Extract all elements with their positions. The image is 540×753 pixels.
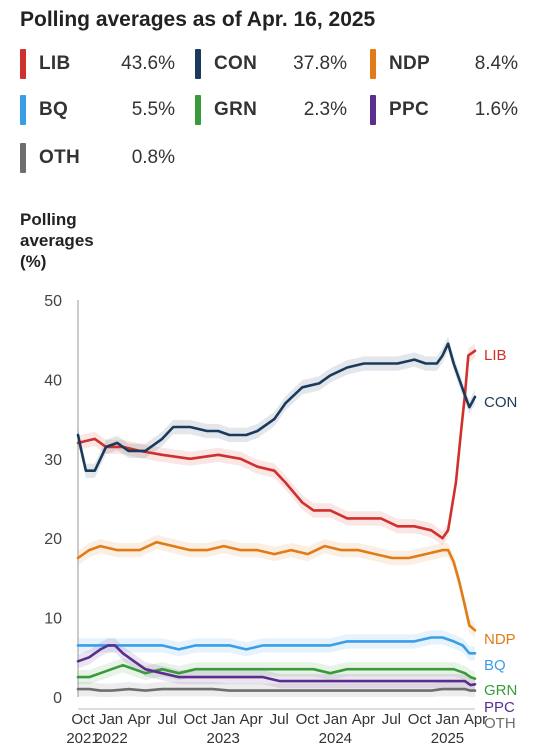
series-line-grn <box>76 663 477 680</box>
series-line-oth <box>76 687 477 692</box>
x-tick-label: Jul <box>270 711 289 728</box>
series-end-label-ppc: PPC <box>484 699 515 716</box>
x-tick-label: Oct <box>408 711 432 728</box>
series-band-con <box>78 336 475 478</box>
series-end-label-ndp: NDP <box>484 631 516 648</box>
y-tick-label: 50 <box>44 293 62 310</box>
legend-item-oth: OTH 0.8% <box>20 143 175 175</box>
x-tick-year-label: 2023 <box>206 730 239 747</box>
x-tick-label: Jan <box>323 711 347 728</box>
legend-party-code: NDP <box>389 53 431 74</box>
y-tick-label: 30 <box>44 452 62 469</box>
series-end-label-lib: LIB <box>484 347 507 364</box>
legend-party-value: 2.3% <box>303 99 347 120</box>
series-line-ppc <box>76 644 477 687</box>
x-tick-label: Jul <box>382 711 401 728</box>
x-tick-year-label: 2022 <box>94 730 127 747</box>
legend-swatch <box>370 95 376 125</box>
legend-swatch <box>20 95 26 125</box>
x-tick-label: Apr <box>352 711 375 728</box>
legend-party-code: OTH <box>39 147 81 168</box>
x-tick-label: Apr <box>127 711 150 728</box>
series-line-bq <box>76 636 477 655</box>
x-tick-label: Jan <box>435 711 459 728</box>
x-tick-year-label: 2025 <box>431 730 464 747</box>
legend-party-code: LIB <box>39 53 71 74</box>
legend-item-ndp: NDP 8.4% <box>370 49 518 81</box>
series-band-grn <box>78 658 475 686</box>
x-tick-year-label: 2024 <box>319 730 352 747</box>
legend-item-bq: BQ 5.5% <box>20 95 175 127</box>
x-tick-label: Oct <box>183 711 207 728</box>
legend-party-value: 0.8% <box>131 147 175 168</box>
y-tick-label: 10 <box>44 611 62 628</box>
legend-party-value: 43.6% <box>121 53 175 74</box>
y-tick-label: 40 <box>44 372 62 389</box>
y-tick-label: 20 <box>44 531 62 548</box>
legend-swatch <box>20 143 26 173</box>
legend-item-ppc: PPC 1.6% <box>370 95 518 127</box>
x-tick-label: Apr <box>464 711 487 728</box>
series-line-ndp <box>76 540 477 632</box>
chart-title: Polling averages as of Apr. 16, 2025 <box>20 8 376 31</box>
x-tick-label: Apr <box>240 711 263 728</box>
legend-party-code: BQ <box>39 99 69 120</box>
legend-swatch <box>20 49 26 79</box>
legend-party-value: 5.5% <box>131 99 175 120</box>
legend-item-grn: GRN 2.3% <box>195 95 347 127</box>
series-line-lib <box>76 349 477 540</box>
legend-party-code: GRN <box>214 99 258 120</box>
series-band-ndp <box>78 535 475 638</box>
series-band-ppc <box>78 638 475 693</box>
legend-swatch <box>370 49 376 79</box>
legend-party-code: CON <box>214 53 258 74</box>
legend-item-lib: LIB 43.6% <box>20 49 175 81</box>
x-tick-label: Jul <box>158 711 177 728</box>
series-end-label-bq: BQ <box>484 657 506 674</box>
x-tick-year-label: 2021 <box>66 730 99 747</box>
legend-swatch <box>195 95 201 125</box>
legend-item-con: CON 37.8% <box>195 49 347 81</box>
series-end-label-con: CON <box>484 394 517 411</box>
legend-party-code: PPC <box>389 99 429 120</box>
series-end-label-grn: GRN <box>484 682 517 699</box>
series-end-label-oth: OTH <box>484 715 516 732</box>
x-tick-label: Jan <box>99 711 123 728</box>
y-axis-label: Polling averages (%) <box>20 209 120 272</box>
legend-party-value: 8.4% <box>474 53 518 74</box>
x-tick-label: Oct <box>296 711 320 728</box>
y-axis-label-text: Polling averages (%) <box>20 210 94 271</box>
x-tick-label: Oct <box>71 711 95 728</box>
y-tick-label: 0 <box>53 690 62 707</box>
series-line-con <box>76 342 477 472</box>
legend-swatch <box>195 49 201 79</box>
legend-party-value: 1.6% <box>474 99 518 120</box>
legend-party-value: 37.8% <box>293 53 347 74</box>
x-tick-label: Jan <box>211 711 235 728</box>
